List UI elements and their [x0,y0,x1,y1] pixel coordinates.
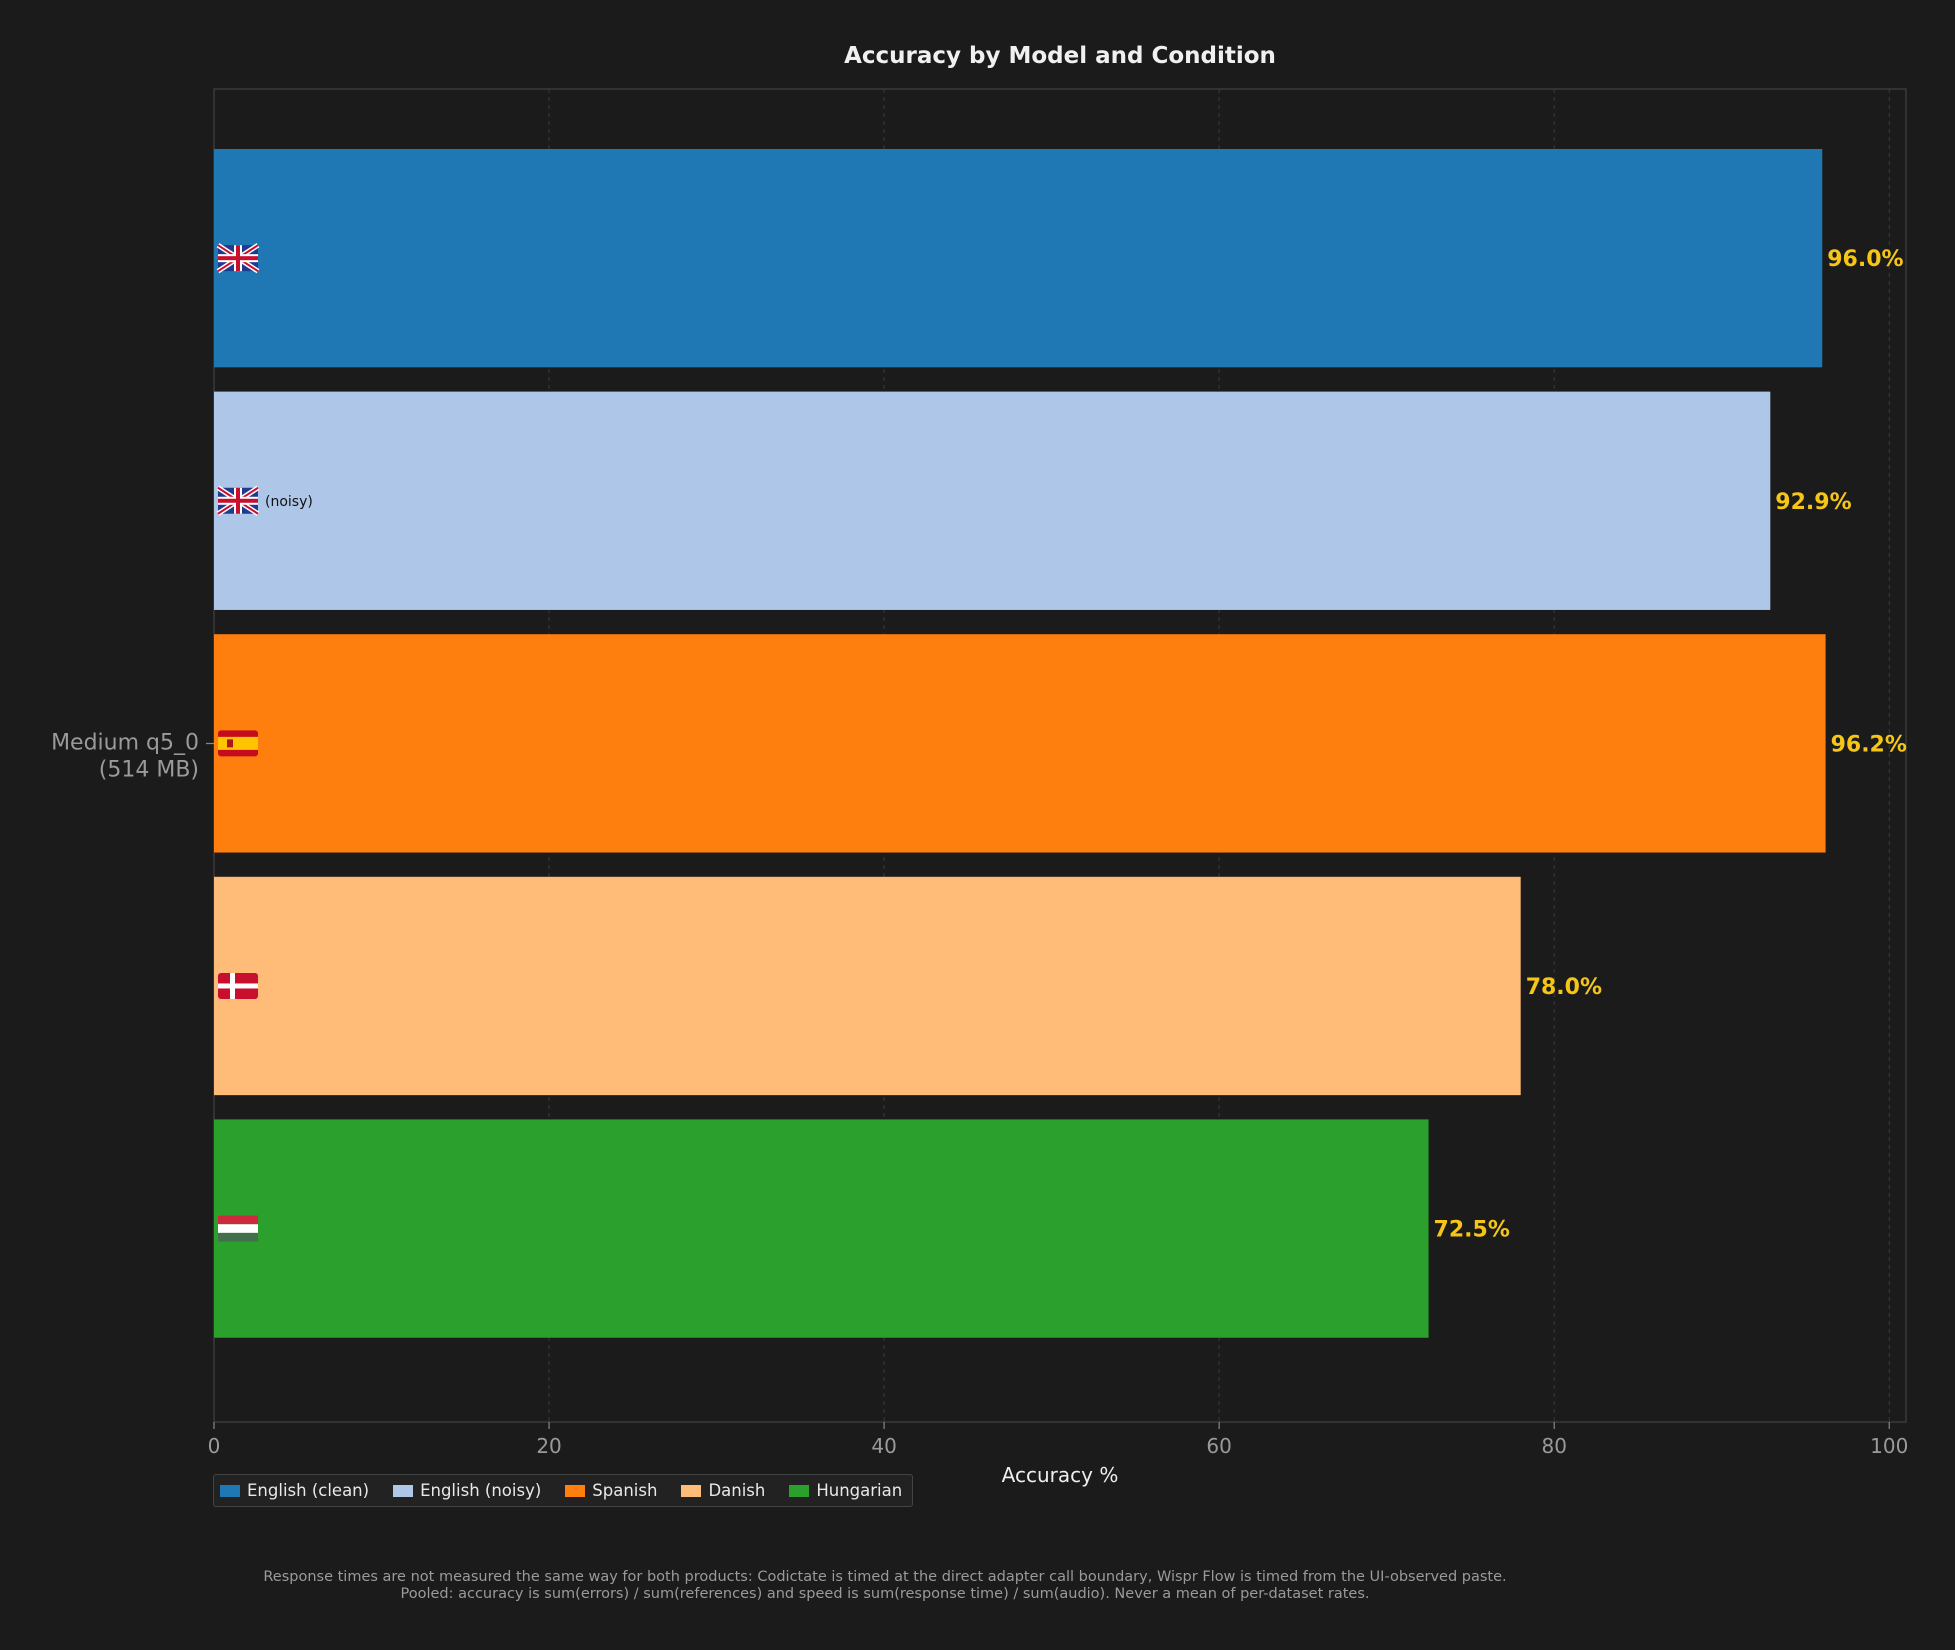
legend-swatch [789,1484,810,1497]
x-tick-label: 0 [208,1434,221,1458]
legend-label: English (clean) [247,1481,370,1500]
legend-item: Spanish [565,1481,657,1500]
x-tick-label: 20 [536,1434,561,1458]
value-label: 72.5% [1434,1218,1510,1243]
legend-label: Danish [708,1481,766,1500]
value-label: 78.0% [1526,975,1602,1000]
x-tick-label: 100 [1870,1434,1908,1458]
flag-es-icon [218,730,258,757]
legend-swatch [393,1484,414,1497]
footnote-line-2: Pooled: accuracy is sum(errors) / sum(re… [400,1586,1370,1602]
flag-hu-icon [218,1215,258,1242]
chart-title: Accuracy by Model and Condition [844,43,1276,69]
x-tick-label: 60 [1206,1434,1231,1458]
flag-stripe [218,983,258,989]
flag-uk-icon [216,485,260,516]
legend-swatch [220,1484,240,1497]
y-axis-category: Medium q5_0(514 MB) [51,731,214,783]
legend-item: English (clean) [220,1481,369,1500]
legend: English (clean) English (noisy) Spanish Dan… [213,1474,914,1507]
x-tick-label: 40 [871,1434,896,1458]
flag-stripe [218,256,258,261]
flag-stripe [218,498,258,503]
x-axis-ticks: 0 20 40 60 80 100 [208,1422,1908,1458]
flag-stripe [218,736,258,750]
bar [214,634,1826,853]
x-tick-label: 80 [1541,1434,1566,1458]
x-axis-label: Accuracy % [1002,1463,1119,1487]
flag-emblem [227,739,233,748]
flag-uk-icon [216,243,260,274]
footnote-line-1: Response times are not measured the same… [263,1569,1507,1585]
legend-label: Spanish [592,1481,658,1500]
flag-dk-icon [218,972,258,999]
legend-item: Danish [681,1481,765,1500]
legend-swatch [565,1484,586,1497]
value-label: 96.2% [1831,732,1907,757]
value-label: 92.9% [1775,490,1851,515]
bar [214,391,1771,610]
flag-stripe [218,1224,258,1233]
y-category-label: Medium q5_0 [51,731,199,756]
bars: 96.0% (noisy) 92.9% 96.2% 78.0% 72.5% [214,149,1907,1338]
footnote: Response times are not measured the same… [0,1569,1770,1603]
legend-label: English (noisy) [420,1481,542,1500]
legend-label: Hungarian [816,1481,903,1500]
y-category-label: (514 MB) [99,758,199,783]
bar-inline-label: (noisy) [265,494,313,510]
bar [214,1119,1429,1338]
flag-stripe [218,1215,258,1225]
legend-swatch [681,1484,702,1497]
value-label: 96.0% [1827,247,1903,272]
bar [214,876,1521,1096]
legend-item: English (noisy) [393,1481,541,1500]
legend-item: Hungarian [789,1481,902,1500]
flag-stripe [218,1232,258,1242]
bar [214,149,1823,368]
